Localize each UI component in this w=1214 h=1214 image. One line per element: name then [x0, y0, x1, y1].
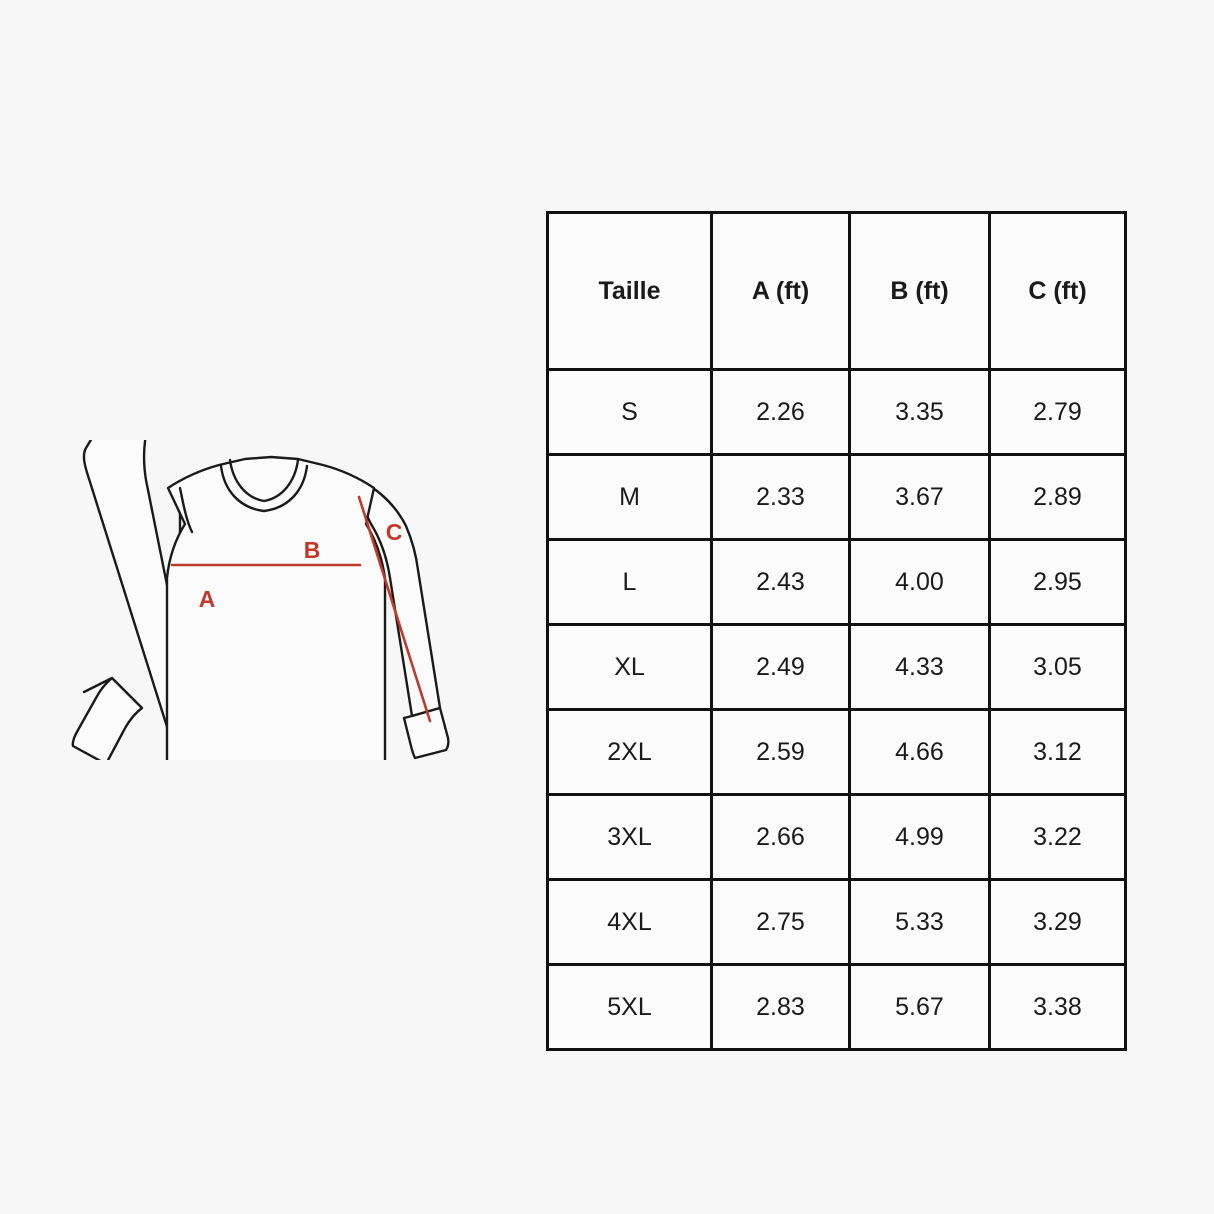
cell-size: M — [546, 453, 713, 541]
cell-size: S — [546, 368, 713, 456]
collar-inner-rib — [228, 458, 300, 503]
right-cuff — [402, 706, 450, 760]
sweatshirt-illustration: A B C — [71, 440, 450, 760]
left-shoulder-seam — [178, 486, 194, 534]
cell-a: 2.33 — [710, 453, 851, 541]
cell-c: 3.38 — [988, 963, 1127, 1051]
column-header-a: A (ft) — [710, 211, 851, 371]
table-row: 5XL 2.83 5.67 3.38 — [546, 963, 1127, 1051]
cell-a: 2.49 — [710, 623, 851, 711]
cell-c: 2.89 — [988, 453, 1127, 541]
garment-diagram: A B C — [60, 440, 470, 760]
table-row: 4XL 2.75 5.33 3.29 — [546, 878, 1127, 966]
measure-label-b: B — [304, 537, 321, 563]
table-row: M 2.33 3.67 2.89 — [546, 453, 1127, 541]
header-row: Taille A (ft) B (ft) C (ft) — [546, 211, 1127, 371]
cell-b: 4.00 — [848, 538, 991, 626]
measure-line-c — [357, 495, 432, 723]
size-table-container: Taille A (ft) B (ft) C (ft) S 2.26 3.35 … — [546, 211, 1127, 1051]
measure-label-c: C — [386, 519, 403, 545]
cell-b: 4.33 — [848, 623, 991, 711]
table-row: S 2.26 3.35 2.79 — [546, 368, 1127, 456]
cell-size: 5XL — [546, 963, 713, 1051]
column-header-c: C (ft) — [988, 211, 1127, 371]
cell-c: 3.05 — [988, 623, 1127, 711]
cell-b: 3.35 — [848, 368, 991, 456]
cell-a: 2.43 — [710, 538, 851, 626]
cell-a: 2.26 — [710, 368, 851, 456]
cell-a: 2.59 — [710, 708, 851, 796]
cell-a: 2.83 — [710, 963, 851, 1051]
cell-c: 2.79 — [988, 368, 1127, 456]
cell-size: L — [546, 538, 713, 626]
cell-b: 5.67 — [848, 963, 991, 1051]
collar-outer — [219, 464, 309, 513]
cell-a: 2.75 — [710, 878, 851, 966]
torso-shape — [165, 455, 387, 760]
size-chart-table: Taille A (ft) B (ft) C (ft) S 2.26 3.35 … — [546, 211, 1127, 1051]
cell-size: XL — [546, 623, 713, 711]
cell-c: 3.29 — [988, 878, 1127, 966]
left-cuff — [71, 676, 144, 760]
cell-c: 2.95 — [988, 538, 1127, 626]
cell-size: 4XL — [546, 878, 713, 966]
cell-c: 3.22 — [988, 793, 1127, 881]
table-row: 3XL 2.66 4.99 3.22 — [546, 793, 1127, 881]
table-header: Taille A (ft) B (ft) C (ft) — [546, 211, 1127, 371]
cell-size: 2XL — [546, 708, 713, 796]
measure-label-a: A — [199, 586, 216, 612]
cell-b: 3.67 — [848, 453, 991, 541]
table-body: S 2.26 3.35 2.79 M 2.33 3.67 2.89 L 2.43… — [546, 368, 1127, 1051]
cell-size: 3XL — [546, 793, 713, 881]
column-header-b: B (ft) — [848, 211, 991, 371]
table-row: 2XL 2.59 4.66 3.12 — [546, 708, 1127, 796]
cell-b: 5.33 — [848, 878, 991, 966]
table-row: L 2.43 4.00 2.95 — [546, 538, 1127, 626]
cell-a: 2.66 — [710, 793, 851, 881]
cell-b: 4.66 — [848, 708, 991, 796]
cell-b: 4.99 — [848, 793, 991, 881]
table-row: XL 2.49 4.33 3.05 — [546, 623, 1127, 711]
cell-c: 3.12 — [988, 708, 1127, 796]
column-header-taille: Taille — [546, 211, 713, 371]
